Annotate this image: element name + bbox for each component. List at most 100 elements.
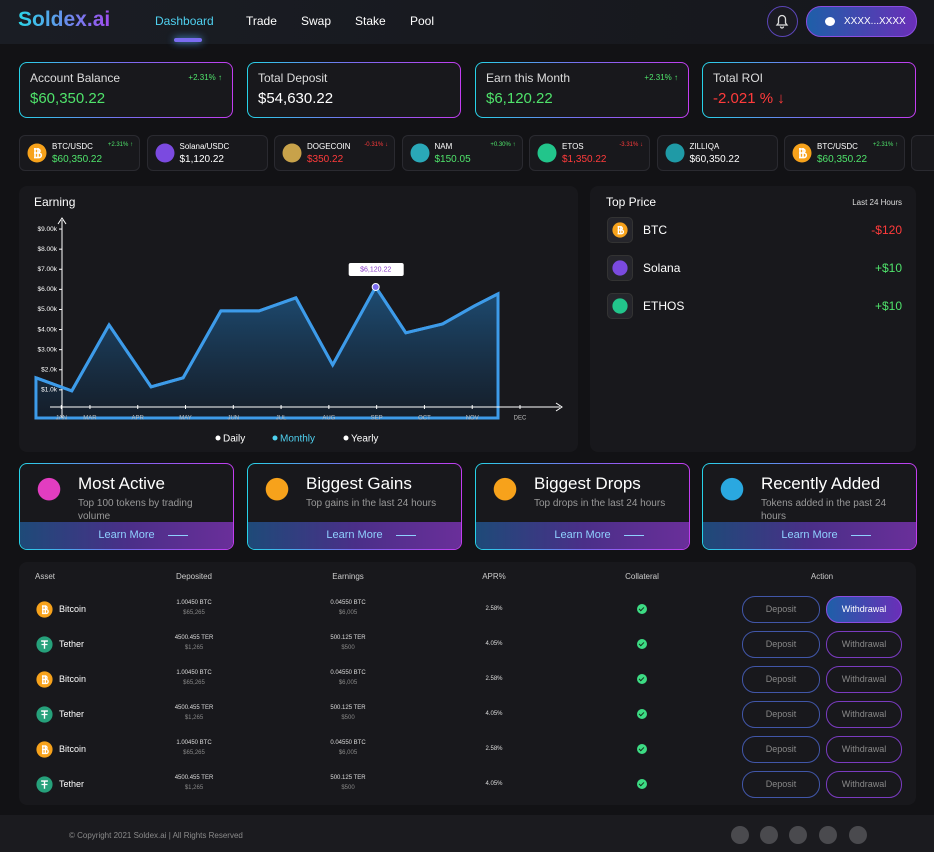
token-icon-box <box>607 293 633 319</box>
table-header: Earnings <box>332 572 364 581</box>
earnings: 0.04550 BTC <box>330 600 366 606</box>
card-desc: Top 100 tokens by trading volume <box>78 498 193 522</box>
deposit-label[interactable]: Deposit <box>765 639 797 649</box>
collateral-check <box>637 709 647 719</box>
deposit-label[interactable]: Deposit <box>765 709 797 719</box>
coin-glyph <box>799 148 808 159</box>
stat-change: +2.31% ↑ <box>644 73 678 82</box>
card-icon <box>30 473 68 509</box>
ticker-change: +0.30% ↑ <box>490 142 516 148</box>
deposit-button[interactable]: Deposit <box>742 771 820 798</box>
withdrawal-button[interactable]: Withdrawal <box>826 631 902 658</box>
table-panel <box>19 562 916 805</box>
deposit-label[interactable]: Deposit <box>765 744 797 754</box>
card-icon <box>486 473 524 509</box>
withdrawal-button[interactable]: Withdrawal <box>826 666 902 693</box>
learn-more-band[interactable]: Learn More <box>20 522 233 549</box>
check-mark <box>638 640 645 646</box>
deposit-button[interactable]: Deposit <box>742 736 820 763</box>
asset-name: Bitcoin <box>59 674 87 684</box>
collateral-check <box>637 674 647 684</box>
coin-icon <box>36 741 53 758</box>
logo[interactable]: Soldex.ai <box>18 8 111 31</box>
feature-card: Recently Added Tokens added in the past 2… <box>702 463 917 550</box>
deposit-button[interactable]: Deposit <box>742 596 820 623</box>
tooltip-text: $6,120.22 <box>360 266 391 273</box>
ticker-pair: ETOS <box>562 142 584 151</box>
nav-item[interactable]: Pool <box>410 14 435 28</box>
x-tick-label: JUL <box>276 416 287 422</box>
coin-glyph <box>41 780 48 789</box>
ticker-card <box>911 135 934 171</box>
x-tick-label: MAY <box>179 416 192 422</box>
social-icon[interactable] <box>731 826 749 844</box>
token-change: -$120 <box>871 223 902 237</box>
ticker-price: $60,350.22 <box>689 154 740 165</box>
nav-item[interactable]: Swap <box>301 14 332 28</box>
y-tick-label: $9.00k <box>37 226 57 233</box>
coin-icon <box>537 143 557 163</box>
stat-card: Account Balance $60,350.22 +2.31% ↑ <box>19 62 233 118</box>
learn-more[interactable]: Learn More <box>781 529 838 541</box>
learn-more-band[interactable]: Learn More <box>248 522 461 549</box>
learn-more-band[interactable]: Learn More <box>476 522 689 549</box>
stat-value: $54,630.22 <box>258 90 334 107</box>
nav-item[interactable]: Stake <box>355 14 386 28</box>
nav-item[interactable]: Trade <box>246 14 277 28</box>
coin-circle <box>410 143 429 163</box>
x-tick-label: NOV <box>466 416 479 422</box>
withdrawal-label[interactable]: Withdrawal <box>841 639 887 649</box>
deposit-label[interactable]: Deposit <box>765 779 797 789</box>
coin-icon <box>36 776 53 793</box>
withdrawal-label[interactable]: Withdrawal <box>841 779 887 789</box>
asset-name: Bitcoin <box>59 604 87 614</box>
legend-label: Monthly <box>280 434 315 445</box>
deposited: 1.00450 BTC <box>176 670 212 676</box>
withdrawal-button[interactable]: Withdrawal <box>826 701 902 728</box>
withdrawal-label[interactable]: Withdrawal <box>841 709 887 719</box>
card-desc: Top gains in the last 24 hours <box>306 498 437 509</box>
withdrawal-label[interactable]: Withdrawal <box>841 604 887 614</box>
table-header: Deposited <box>175 572 213 581</box>
y-tick-label: $8.00k <box>37 246 57 253</box>
withdrawal-button[interactable]: Withdrawal <box>826 771 902 798</box>
deposited-usd: $65,265 <box>183 750 205 756</box>
learn-more-band[interactable]: Learn More <box>703 522 916 549</box>
table-header: Action <box>810 572 834 581</box>
deposit-label[interactable]: Deposit <box>765 604 797 614</box>
learn-more-arrow <box>168 535 188 536</box>
learn-more[interactable]: Learn More <box>554 529 611 541</box>
social-icon[interactable] <box>819 826 837 844</box>
token-name: ETHOS <box>643 299 685 313</box>
stat-card: Total ROI -2.021 % ↓ <box>702 62 916 118</box>
withdrawal-button[interactable]: Withdrawal <box>826 736 902 763</box>
ticker-card: DOGECOIN $350.22 -0.31% ↓ <box>274 135 395 171</box>
nav-item[interactable]: Dashboard <box>155 14 214 28</box>
asset-name: Tether <box>59 639 85 649</box>
coin-glyph <box>41 745 49 755</box>
deposit-label[interactable]: Deposit <box>765 674 797 684</box>
coin-glyph <box>41 605 49 615</box>
withdrawal-button[interactable]: Withdrawal <box>826 596 902 623</box>
deposit-button[interactable]: Deposit <box>742 666 820 693</box>
learn-more[interactable]: Learn More <box>326 529 383 541</box>
ticker-pair: NAM <box>434 142 453 151</box>
deposit-button[interactable]: Deposit <box>742 631 820 658</box>
social-icon[interactable] <box>760 826 778 844</box>
earnings-usd: $500 <box>341 715 355 721</box>
apr: 4.05% <box>485 711 503 717</box>
social-icon[interactable] <box>849 826 867 844</box>
bell-button[interactable] <box>767 6 798 37</box>
earnings: 0.04550 BTC <box>330 740 366 746</box>
coin-icon <box>410 143 429 163</box>
learn-more-arrow <box>851 535 871 536</box>
withdrawal-label[interactable]: Withdrawal <box>841 744 887 754</box>
wallet-button[interactable]: XXXX...XXXX <box>806 6 917 37</box>
social-icon[interactable] <box>789 826 807 844</box>
nav-underline <box>174 38 202 42</box>
withdrawal-label[interactable]: Withdrawal <box>841 674 887 684</box>
ticker-pair: BTC/USDC <box>52 142 93 151</box>
deposit-button[interactable]: Deposit <box>742 701 820 728</box>
coin-icon <box>36 636 53 653</box>
learn-more[interactable]: Learn More <box>98 529 155 541</box>
